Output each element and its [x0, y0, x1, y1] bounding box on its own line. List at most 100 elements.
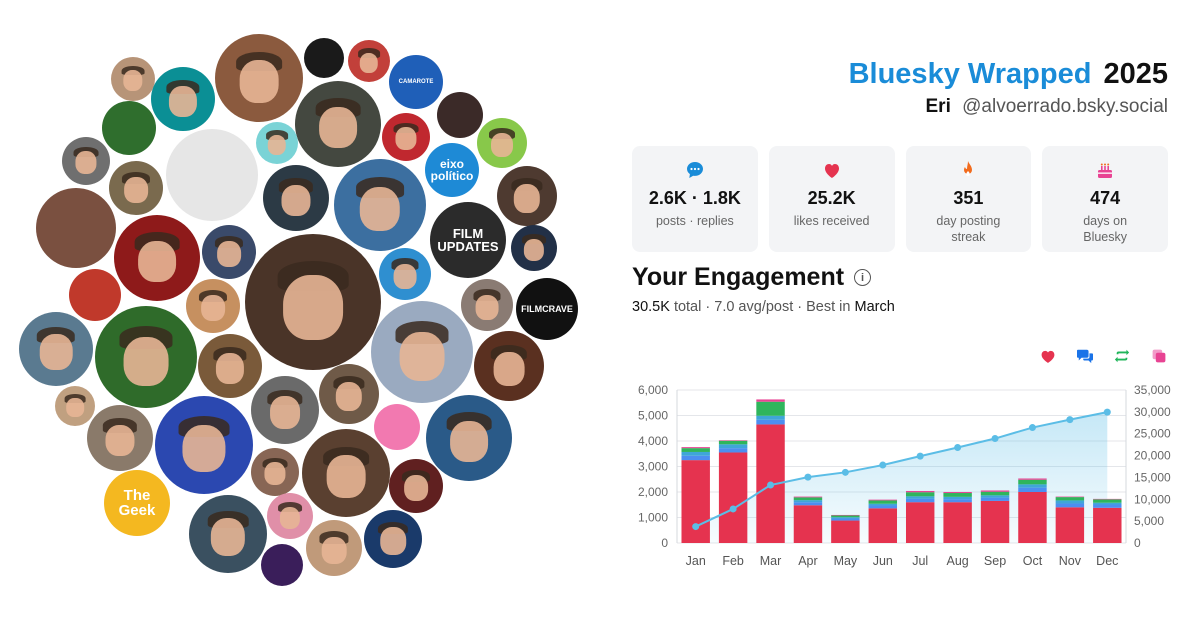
- avatar: FILM UPDATES: [430, 202, 506, 278]
- bar-segment: [943, 493, 972, 497]
- display-name: Eri: [925, 96, 951, 117]
- cumulative-point: [804, 473, 812, 481]
- avatar: [348, 40, 390, 82]
- engagement-title: Your Engagement i: [632, 263, 872, 292]
- bar-segment: [756, 419, 785, 425]
- avatar: [319, 364, 379, 424]
- x-tick-label: Sep: [984, 554, 1006, 568]
- stat-label: likes received: [793, 214, 870, 228]
- avatar-badge-text: eixo político: [430, 157, 474, 183]
- stat-label: posts · replies: [655, 214, 734, 228]
- user-identity: Eri @alvoerrado.bsky.social: [926, 96, 1169, 118]
- avatar: [186, 279, 240, 333]
- chat-bubble-icon: [685, 159, 705, 181]
- avatar: [109, 161, 163, 215]
- bar-segment: [793, 496, 823, 498]
- avatar: [382, 113, 430, 161]
- cumulative-point: [879, 461, 887, 469]
- bar-segment: [943, 499, 972, 503]
- avatar: [36, 188, 116, 268]
- brand-title: Bluesky Wrapped: [848, 58, 1092, 90]
- title-year: 2025: [1103, 58, 1168, 90]
- replies-legend-bubbles-icon[interactable]: [1075, 346, 1095, 366]
- cumulative-point: [991, 435, 999, 443]
- bar-segment: [1055, 497, 1085, 501]
- bar-segment: [980, 491, 1010, 496]
- cumulative-point: [841, 468, 849, 476]
- y-tick-right: 15,000: [1134, 470, 1171, 484]
- avatar-badge-text: FILMCRAVE: [521, 303, 573, 314]
- avatar: [198, 334, 262, 398]
- bar-segment: [793, 500, 823, 503]
- cumulative-point: [1028, 424, 1036, 432]
- bar-segment: [1055, 503, 1085, 508]
- cumulative-point: [1103, 408, 1111, 416]
- bar-segment: [980, 495, 1010, 498]
- x-tick-label: Feb: [722, 554, 744, 568]
- user-handle: @alvoerrado.bsky.social: [962, 96, 1168, 117]
- y-tick-left: 0: [661, 536, 668, 550]
- bar-segment: [793, 502, 823, 506]
- avatar: [461, 279, 513, 331]
- y-tick-left: 5,000: [638, 409, 668, 423]
- avatar: [497, 166, 557, 226]
- engagement-summary: 30.5K total · 7.0 avg/post · Best in Mar…: [632, 299, 895, 315]
- heart-icon: [822, 159, 842, 181]
- bar-segment: [868, 508, 898, 543]
- x-tick-label: Jan: [686, 554, 706, 568]
- y-tick-right: 0: [1134, 536, 1141, 550]
- x-tick-label: Dec: [1096, 554, 1118, 568]
- bar-segment: [943, 492, 972, 494]
- bar-segment: [718, 440, 748, 441]
- y-tick-right: 35,000: [1134, 383, 1171, 397]
- avatar: [474, 331, 544, 401]
- reposts-legend-repost-icon[interactable]: [1112, 346, 1132, 366]
- chart-legend: [1038, 346, 1169, 366]
- avatar: [95, 306, 197, 408]
- bar-segment: [1055, 500, 1085, 504]
- stat-label: days on Bluesky: [1083, 214, 1128, 244]
- likes-legend-heart-icon[interactable]: [1038, 346, 1058, 366]
- avatar: [62, 137, 110, 185]
- bar-segment: [831, 517, 860, 519]
- bar-segment: [756, 415, 785, 420]
- y-tick-right: 5,000: [1134, 514, 1164, 528]
- avatar: [102, 101, 156, 155]
- avatar: FILMCRAVE: [516, 278, 578, 340]
- bar-segment: [905, 496, 935, 499]
- engagement-total: 30.5K: [632, 299, 670, 315]
- avatar: [477, 118, 527, 168]
- avatar: [267, 493, 313, 539]
- stat-cards: 2.6K · 1.8K posts · replies 25.2K likes …: [632, 146, 1168, 252]
- cumulative-point: [916, 452, 924, 460]
- cumulative-point: [1066, 416, 1074, 424]
- bar-segment: [1055, 507, 1085, 543]
- x-tick-label: Aug: [947, 554, 969, 568]
- y-tick-left: 4,000: [638, 434, 668, 448]
- bar-segment: [793, 497, 823, 501]
- engagement-chart: 0 1,000 2,000 3,000 4,000 5,000 6,000 0 5,000 10,…: [638, 383, 1171, 568]
- avatar-badge-text: The Geek: [118, 487, 156, 519]
- bar-segment: [1018, 479, 1047, 485]
- info-icon[interactable]: i: [854, 269, 872, 286]
- avatar: [155, 396, 253, 494]
- engagement-best-month: March: [854, 299, 895, 315]
- bar-segment: [980, 500, 1010, 543]
- avatar: [69, 269, 121, 321]
- stat-value: 2.6K · 1.8K: [648, 188, 741, 208]
- avatar: [371, 301, 473, 403]
- bar-segment: [681, 455, 710, 461]
- flame-icon: [958, 159, 978, 181]
- avatar: CAMAROTE: [389, 55, 443, 109]
- bar-segment: [1093, 504, 1122, 508]
- engagement-total-word: total: [673, 299, 702, 315]
- avatar: [295, 81, 381, 167]
- quotes-legend-quote-icon[interactable]: [1149, 346, 1169, 366]
- y-tick-right: 10,000: [1134, 492, 1171, 506]
- engagement-best-prefix: Best in: [806, 299, 851, 315]
- stat-value: 474: [1090, 188, 1121, 208]
- bar-segment: [681, 448, 710, 452]
- avatar: [87, 405, 153, 471]
- cumulative-line: [695, 411, 1108, 528]
- y-tick-right: 30,000: [1134, 405, 1171, 419]
